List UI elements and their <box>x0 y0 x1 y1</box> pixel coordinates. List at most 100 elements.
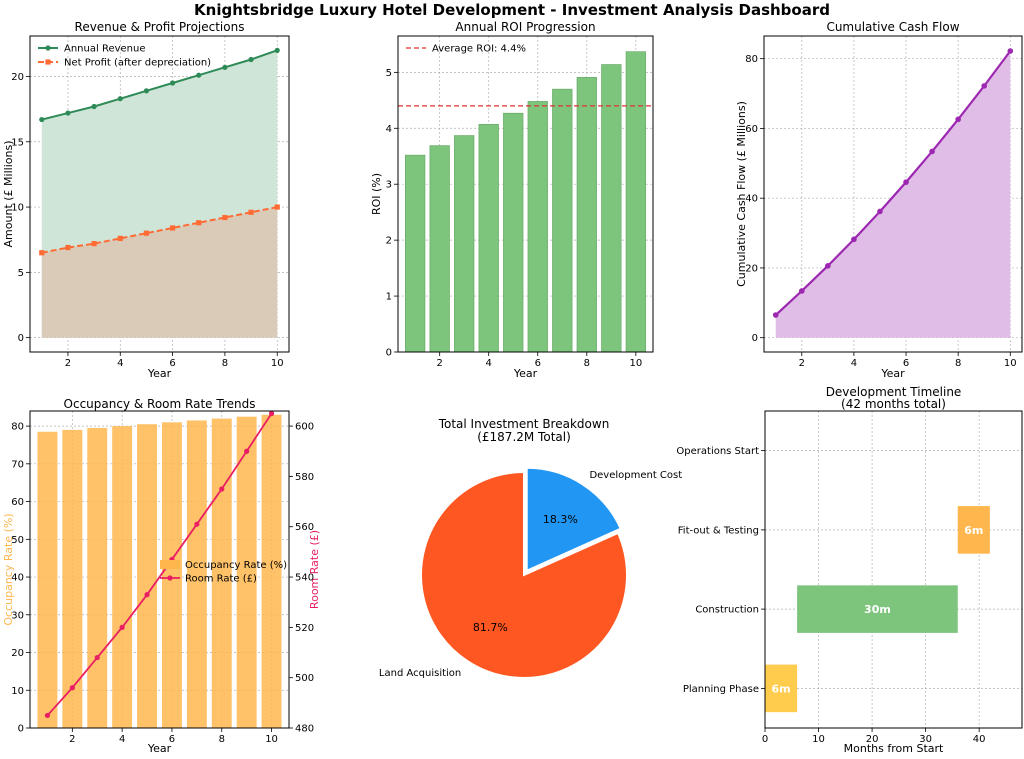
dashboard-title: Knightsbridge Luxury Hotel Development -… <box>194 1 830 19</box>
revenue-point <box>65 110 71 116</box>
room-rate-line <box>46 413 273 717</box>
cashflow-line <box>774 50 1012 316</box>
room-rate-legend-marker <box>167 575 173 581</box>
occupancy-y-tick-label: 70 <box>11 459 24 470</box>
cashflow-point <box>798 288 805 294</box>
roi-bar <box>552 88 573 353</box>
timeline-title: Development Timeline <box>826 385 962 399</box>
revenue-point <box>169 80 176 86</box>
occupancy-y-tick-label: 50 <box>11 535 24 546</box>
cashflow-point <box>955 116 961 123</box>
roi-x-tick-label: 2 <box>436 358 442 369</box>
roi-bar <box>405 154 426 353</box>
revenue-point <box>39 116 45 123</box>
cashflow-area <box>775 50 1011 338</box>
cashflow-y-tick-label: 40 <box>745 194 758 205</box>
profit-point <box>91 241 97 247</box>
cashflow-y-tick-label: 80 <box>745 54 758 65</box>
revenue-y-tick-label: 10 <box>11 203 24 214</box>
revenue-frame <box>29 35 290 353</box>
occupancy-title: Occupancy & Room Rate Trends <box>64 397 256 411</box>
occupancy-bar <box>161 422 182 728</box>
occupancy-y-tick-label: 40 <box>11 573 24 584</box>
occupancy-x-tick-label: 10 <box>265 734 278 745</box>
timeline-phase-label: Planning Phase <box>683 684 759 695</box>
occupancy-legend-swatch <box>160 560 180 569</box>
occupancy-xlabel: Year <box>147 742 172 755</box>
profit-point <box>65 244 71 251</box>
room-rate-point <box>119 624 125 630</box>
timeline-bar <box>797 585 958 633</box>
profit-point <box>143 230 150 236</box>
roi-bar <box>478 124 499 353</box>
timeline-bar-label: 6m <box>772 682 791 695</box>
timeline-subtitle: (42 months total) <box>841 397 946 411</box>
roi-x-tick-label: 8 <box>584 358 590 369</box>
occupancy-y2-tick-label: 500 <box>295 673 314 684</box>
occupancy-x-tick-label: 2 <box>69 734 75 745</box>
cashflow-x-tick-label: 6 <box>903 358 909 369</box>
roi-bar <box>625 51 646 353</box>
occupancy-bar <box>62 429 83 728</box>
cashflow-point <box>851 236 857 243</box>
investment-subtitle: (£187.2M Total) <box>477 430 571 444</box>
occupancy-y-tick-label: 20 <box>11 648 24 659</box>
roi-bar <box>576 77 597 353</box>
roi-frame <box>397 35 654 353</box>
occupancy-bar <box>236 416 257 728</box>
cashflow-x-tick-label: 2 <box>799 358 805 369</box>
timeline-bar <box>765 664 798 713</box>
cashflow-x-tick-label: 10 <box>1004 358 1017 369</box>
occupancy-y2-tick-label: 540 <box>295 573 314 584</box>
investment-title: Total Investment Breakdown <box>438 417 610 431</box>
revenue-line-1 <box>41 206 278 254</box>
revenue-y-tick-label: 15 <box>11 137 24 148</box>
timeline-x-tick-label: 40 <box>973 734 986 745</box>
revenue-xlabel: Year <box>147 367 172 380</box>
cashflow-title: Cumulative Cash Flow <box>826 20 959 34</box>
roi-legend-label: Average ROI: 4.4% <box>432 44 526 55</box>
roi-bar <box>454 135 475 353</box>
roi-x-tick-label: 6 <box>535 358 541 369</box>
profit-point <box>222 214 228 221</box>
revenue-area-1 <box>41 207 278 338</box>
cashflow-point <box>981 83 988 89</box>
cashflow-point <box>903 179 909 185</box>
cashflow-point <box>929 148 935 155</box>
revenue-y-tick-label: 20 <box>11 72 24 83</box>
roi-bar <box>429 145 450 353</box>
occupancy-y2-tick-label: 580 <box>295 472 314 483</box>
cashflow-y-tick-label: 60 <box>745 124 758 135</box>
occupancy-x-tick-label: 6 <box>169 734 175 745</box>
occupancy-ylabel: Occupancy Rate (%) <box>2 513 15 625</box>
cashflow-y-tick-label: 20 <box>745 263 758 274</box>
timeline-chart: 6m Planning Phase 30m Construction 6m Fit-out… <box>676 385 1023 755</box>
revenue-x-tick-label: 4 <box>117 358 123 369</box>
investment-chart: 81.7% Land Acquisition 18.3% Development Co… <box>379 417 682 679</box>
timeline-x-tick-label: 0 <box>762 734 768 745</box>
roi-title: Annual ROI Progression <box>455 20 595 34</box>
occupancy-bar <box>87 427 108 728</box>
pie-slice-label: Development Cost <box>589 470 682 481</box>
revenue-legend-label: Annual Revenue <box>64 44 146 55</box>
revenue-line-0 <box>41 49 278 121</box>
cashflow-point <box>877 208 883 215</box>
timeline-bar-label: 30m <box>864 603 891 616</box>
revenue-point <box>117 96 123 102</box>
timeline-bar-label: 6m <box>964 524 983 537</box>
revenue-point <box>91 103 97 110</box>
roi-y-tick-label: 2 <box>386 236 392 247</box>
revenue-point <box>196 72 202 78</box>
occupancy-frame <box>29 410 290 729</box>
occupancy-bar <box>261 414 282 728</box>
timeline-xlabel: Months from Start <box>844 742 944 755</box>
occupancy-y2-tick-label: 520 <box>295 623 314 634</box>
occupancy-y2-tick-label: 480 <box>295 724 314 735</box>
roi-y-tick-label: 0 <box>386 348 392 359</box>
profit-point <box>39 250 45 256</box>
occupancy-legend-label: Occupancy Rate (%) <box>185 560 287 571</box>
revenue-point <box>248 56 254 63</box>
pie-pct-label: 18.3% <box>543 513 578 526</box>
cashflow-frame <box>763 35 1023 353</box>
